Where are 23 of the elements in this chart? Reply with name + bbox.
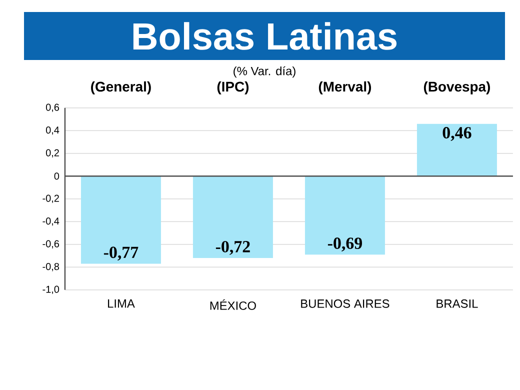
chart-subtitle: (% Var. día) xyxy=(234,66,296,78)
y-tick-label: -0,8 xyxy=(42,263,60,272)
y-tick-label: -0,6 xyxy=(42,240,60,249)
chart-title: Bolsas Latinas xyxy=(133,22,397,50)
text: (IPC) xyxy=(217,81,249,94)
y-tick-label: 0,6 xyxy=(46,104,60,112)
x-tick-label: LIMA xyxy=(108,299,135,308)
y-tick-label: 0,4 xyxy=(46,126,60,135)
y-tick-label: -0,4 xyxy=(42,218,60,226)
x-tick-label: BRASIL xyxy=(436,299,478,308)
text: (Bovespa) xyxy=(424,81,490,94)
data-label: 0,46 xyxy=(442,127,472,141)
text: (General) xyxy=(91,81,151,94)
x-tick-label: BUENOS AIRES xyxy=(301,299,390,308)
data-label: -0,72 xyxy=(216,240,250,255)
y-tick-label: 0,2 xyxy=(46,149,59,158)
x-tick-label: MÉXICO xyxy=(210,299,256,310)
y-tick-label: 0 xyxy=(54,172,60,180)
y-tick-label: -0,2 xyxy=(42,194,59,204)
data-label: -0,69 xyxy=(328,238,362,252)
text: (Merval) xyxy=(318,81,372,94)
data-label: -0,77 xyxy=(104,246,138,261)
y-tick-label: -1,0 xyxy=(42,286,60,294)
